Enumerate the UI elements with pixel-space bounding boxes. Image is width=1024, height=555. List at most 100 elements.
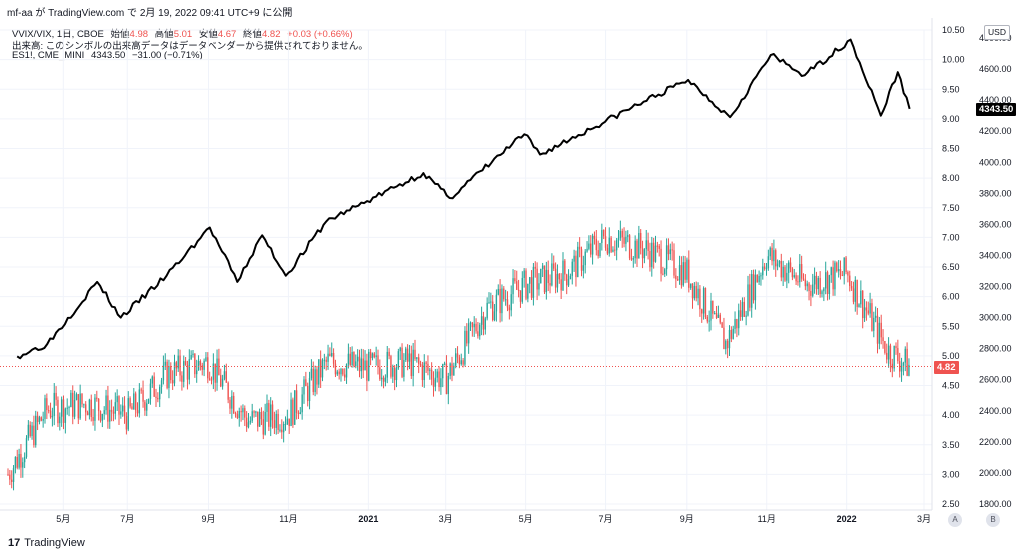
candle-body xyxy=(837,269,840,272)
candle-body xyxy=(410,353,412,377)
candle-body xyxy=(788,262,790,273)
es-tick-label: 3200.00 xyxy=(979,282,1012,292)
vvix-price-scale[interactable]: 2.50 3.00 3.50 4.00 4.50 5.00 5.50 6.00 6.50 7.00… xyxy=(942,25,965,509)
candle-body xyxy=(902,362,905,366)
candle-body xyxy=(671,249,673,251)
candle-body xyxy=(277,413,279,430)
candle-body xyxy=(247,422,250,428)
candle-body xyxy=(567,279,570,286)
scale-b-button[interactable]: B xyxy=(986,513,1000,527)
candle-body xyxy=(547,269,549,284)
candle-body xyxy=(686,259,688,280)
candle-body xyxy=(60,399,63,417)
candle-body xyxy=(188,359,190,380)
candle-body xyxy=(802,278,805,280)
candle-body xyxy=(146,403,148,411)
footer-brand[interactable]: 17 TradingView xyxy=(8,537,85,549)
candle-body xyxy=(425,362,427,364)
currency-button[interactable]: USD xyxy=(984,25,1010,40)
legend-es[interactable]: ES1!, CME_MINI 4343.50 −31.00 (−0.71%) xyxy=(12,50,203,61)
es-last-price-tag: 4343.50 xyxy=(976,103,1017,116)
candle-body xyxy=(418,357,420,364)
candle-body xyxy=(899,361,901,372)
candle-body xyxy=(196,370,198,375)
candle-body xyxy=(392,367,394,377)
auto-scale-button[interactable]: A xyxy=(948,513,962,527)
candle-body xyxy=(70,392,72,408)
candle-body xyxy=(85,404,87,413)
time-tick-label: 5月 xyxy=(519,514,533,524)
candle-body xyxy=(369,351,372,359)
candle-body xyxy=(519,290,522,302)
candle-body xyxy=(36,415,39,422)
candle-body xyxy=(166,361,168,388)
candle-body xyxy=(738,310,740,329)
candle-body xyxy=(880,322,882,338)
candle-body xyxy=(591,235,594,255)
vvix-tick-label: 7.00 xyxy=(942,232,960,242)
candle-body xyxy=(286,418,289,425)
candle-body xyxy=(575,255,577,278)
es-tick-label: 2600.00 xyxy=(979,375,1012,385)
candle-body xyxy=(140,389,142,391)
candle-body xyxy=(97,398,100,412)
candle-body xyxy=(231,395,233,409)
candle-body xyxy=(440,378,442,388)
legend-close-label: 終値 xyxy=(242,29,262,40)
candle-body xyxy=(556,273,559,288)
candle-body xyxy=(332,353,335,364)
candle-body xyxy=(649,250,651,268)
candle-body xyxy=(349,353,351,366)
candle-body xyxy=(688,259,690,288)
candle-body xyxy=(27,424,30,439)
candle-body xyxy=(682,262,684,286)
candle-body xyxy=(22,462,24,468)
candle-body xyxy=(558,273,560,280)
candle-body xyxy=(776,263,779,267)
candle-body xyxy=(510,294,512,311)
candle-body xyxy=(462,360,464,365)
grid xyxy=(0,29,932,510)
candle-body xyxy=(749,284,751,308)
candle-body xyxy=(412,349,414,377)
candle-body xyxy=(821,291,823,295)
candle-body xyxy=(244,408,246,418)
candle-body xyxy=(114,402,116,414)
candle-body xyxy=(538,283,540,290)
candle-body xyxy=(301,394,303,413)
candle-body xyxy=(183,361,185,382)
candle-body xyxy=(719,314,721,323)
candle-body xyxy=(654,245,657,262)
candle-body xyxy=(867,310,869,314)
candle-body xyxy=(584,251,586,266)
candle-body xyxy=(523,270,525,278)
candle-body xyxy=(262,419,264,435)
candle-body xyxy=(569,275,572,280)
candle-body xyxy=(310,368,313,379)
candle-body xyxy=(560,279,562,291)
candle-body xyxy=(577,246,579,278)
candle-body xyxy=(847,271,849,276)
candle-body xyxy=(40,417,42,421)
vvix-tick-label: 7.50 xyxy=(942,203,960,213)
candle-body xyxy=(784,266,786,281)
candle-body xyxy=(381,377,383,380)
candle-body xyxy=(55,392,57,400)
candle-body xyxy=(299,412,301,414)
candle-body xyxy=(588,243,590,249)
legend-low-value: 4.67 xyxy=(217,29,237,40)
candle-body xyxy=(580,249,583,271)
candle-body xyxy=(628,235,631,259)
candle-body xyxy=(775,250,777,267)
candle-body xyxy=(366,360,368,381)
legend-high-value: 5.01 xyxy=(173,29,193,40)
candle-body xyxy=(675,275,677,280)
candle-body xyxy=(684,262,686,280)
candle-body xyxy=(541,265,544,269)
time-scale[interactable]: 5月 7月 9月 11月 2021 3月 5月 7月 9月 11月 2022 3月 xyxy=(56,514,931,524)
candle-body xyxy=(571,261,573,276)
candle-body xyxy=(253,411,255,413)
candle-body xyxy=(399,347,401,352)
